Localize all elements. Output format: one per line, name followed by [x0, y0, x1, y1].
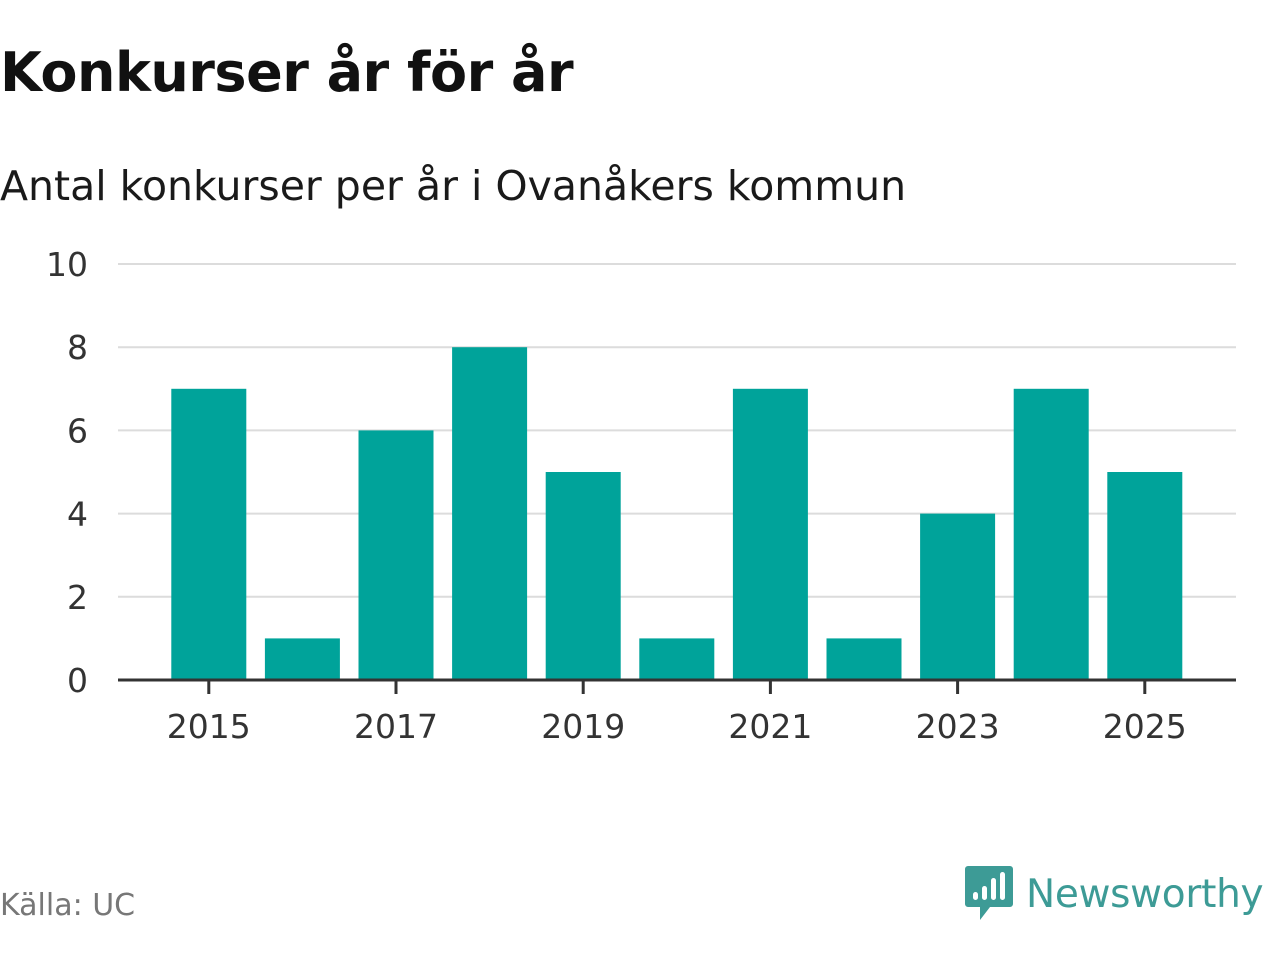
bar-2023	[920, 513, 996, 680]
bar-2017	[358, 430, 434, 680]
x-tick-label: 2023	[916, 707, 1000, 746]
y-tick-label: 4	[67, 495, 88, 534]
bar-2019	[545, 472, 621, 680]
x-tick-label: 2017	[354, 707, 438, 746]
x-tick-label: 2019	[541, 707, 625, 746]
newsworthy-logo: Newsworthy	[964, 862, 1264, 928]
x-axis	[118, 678, 1236, 694]
x-tick-label: 2021	[728, 707, 812, 746]
bars	[171, 347, 1183, 680]
y-tick-labels: 0 2 4 6 8 10	[46, 245, 88, 700]
chart-title: Konkurser år för år	[0, 41, 574, 104]
chart-subtitle: Antal konkurser per år i Ovanåkers kommu…	[0, 162, 907, 210]
source-note: Källa: UC	[0, 888, 136, 923]
y-tick-label: 8	[67, 328, 88, 367]
bar-2021	[732, 388, 808, 680]
bar-2015	[171, 388, 247, 680]
bar-2018	[452, 347, 528, 680]
x-tick-label: 2025	[1103, 707, 1187, 746]
brand-name: Newsworthy	[1026, 872, 1264, 917]
x-tick-labels: 2015 2017 2019 2021 2023 2025	[167, 707, 1187, 746]
y-tick-label: 6	[67, 411, 88, 450]
bar-chart-speech-bubble-icon	[964, 864, 1014, 926]
x-tick-label: 2015	[167, 707, 251, 746]
bar-2024	[1013, 388, 1089, 680]
bar-2020	[639, 638, 715, 680]
bar-2025	[1107, 472, 1183, 680]
y-tick-label: 0	[67, 661, 88, 700]
y-tick-label: 10	[46, 245, 88, 284]
bar-2016	[264, 638, 340, 680]
bar-2022	[826, 638, 902, 680]
y-tick-label: 2	[67, 578, 88, 617]
